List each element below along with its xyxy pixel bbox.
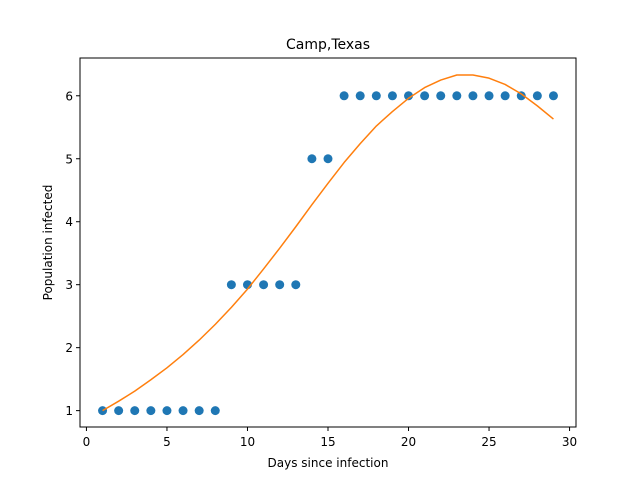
x-tick-label: 15 — [320, 435, 335, 449]
fit-curve-line — [102, 74, 554, 412]
data-point — [259, 280, 269, 290]
data-point — [484, 91, 494, 101]
data-point — [516, 91, 526, 101]
y-tick-label: 5 — [65, 152, 73, 166]
data-point — [146, 406, 156, 416]
data-point — [355, 91, 365, 101]
x-tick-label: 20 — [401, 435, 416, 449]
data-point — [114, 406, 124, 416]
data-point — [162, 406, 172, 416]
data-point — [452, 91, 462, 101]
data-point — [339, 91, 349, 101]
y-tick-label: 1 — [65, 404, 73, 418]
plot-area — [98, 74, 558, 416]
x-tick-label: 0 — [83, 435, 91, 449]
data-point — [275, 280, 285, 290]
data-point — [404, 91, 414, 101]
data-point — [210, 406, 220, 416]
x-tick-label: 10 — [240, 435, 255, 449]
data-point — [178, 406, 188, 416]
y-tick-label: 2 — [65, 341, 73, 355]
data-point — [307, 154, 317, 164]
chart-title: Camp,Texas — [286, 37, 370, 53]
x-tick-label: 5 — [163, 435, 171, 449]
data-point — [291, 280, 301, 290]
data-point — [371, 91, 381, 101]
data-point — [226, 280, 236, 290]
y-axis-label: Population infected — [41, 185, 55, 301]
y-tick-label: 6 — [65, 89, 73, 103]
x-tick-label: 25 — [481, 435, 496, 449]
data-point — [500, 91, 510, 101]
data-point — [323, 154, 333, 164]
data-point — [436, 91, 446, 101]
data-point — [420, 91, 430, 101]
data-point — [387, 91, 397, 101]
data-point — [548, 91, 558, 101]
data-point — [194, 406, 204, 416]
data-point — [468, 91, 478, 101]
y-tick-label: 4 — [65, 215, 73, 229]
data-point — [532, 91, 542, 101]
x-tick-label: 30 — [562, 435, 577, 449]
x-axis-label: Days since infection — [268, 456, 389, 470]
data-point — [130, 406, 140, 416]
y-tick-label: 3 — [65, 278, 73, 292]
